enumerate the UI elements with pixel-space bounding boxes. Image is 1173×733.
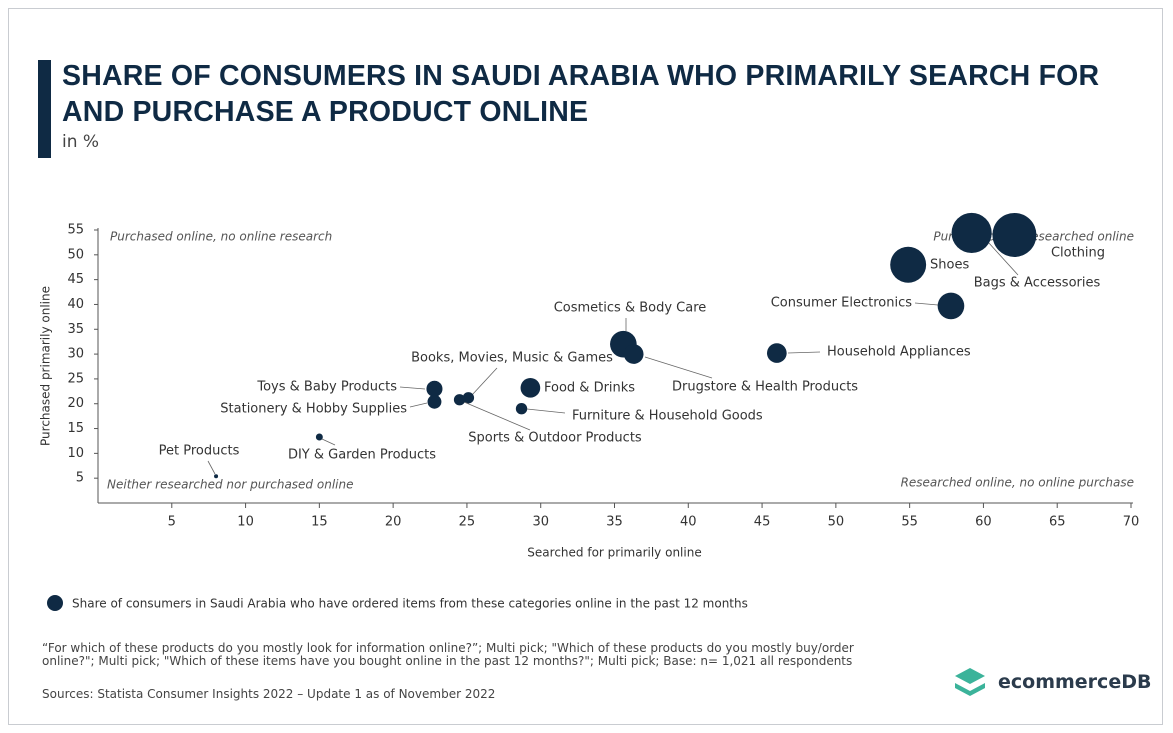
bubble (426, 380, 443, 397)
x-tick-label: 40 (680, 515, 697, 530)
leader-line (321, 438, 336, 446)
y-tick-label: 30 (67, 347, 84, 362)
footnote: “For which of these products do you most… (42, 641, 854, 668)
y-tick-label: 25 (67, 371, 84, 386)
y-tick-label: 20 (67, 396, 84, 411)
bubble (427, 394, 442, 409)
y-axis-label: Purchased primarily online (39, 286, 53, 446)
y-tick-label: 50 (67, 247, 84, 262)
bubble (951, 212, 992, 254)
bubble (766, 343, 787, 363)
x-tick-label: 65 (1049, 515, 1066, 530)
x-tick-label: 25 (459, 515, 476, 530)
y-tick-label: 15 (67, 421, 84, 436)
bubble-label: Shoes (930, 258, 969, 273)
leader-line (787, 351, 821, 354)
x-tick-label: 70 (1123, 515, 1140, 530)
bubble-label: Bags & Accessories (974, 276, 1101, 291)
x-tick-label: 60 (975, 515, 992, 530)
bubble-label: Sports & Outdoor Products (468, 431, 642, 446)
bubble (937, 292, 965, 320)
x-tick-label: 30 (532, 515, 549, 530)
x-tick-label: 10 (237, 515, 254, 530)
leader-line (207, 460, 216, 475)
y-tick-label: 35 (67, 322, 84, 337)
leader-line (471, 367, 498, 396)
leader-line (526, 408, 566, 414)
bubble-label: Furniture & Household Goods (572, 409, 763, 424)
x-tick-label: 5 (168, 515, 176, 530)
leader-line (914, 302, 939, 306)
bubble (890, 246, 927, 283)
y-tick-label: 40 (67, 297, 84, 312)
y-tick-label: 45 (67, 272, 84, 287)
y-tick-label: 5 (76, 471, 84, 486)
x-tick-label: 50 (828, 515, 845, 530)
bubble-label: Pet Products (159, 444, 240, 459)
y-tick-label: 10 (67, 446, 84, 461)
leader-line (644, 356, 713, 379)
quadrant-label: Purchased online, no online research (110, 230, 332, 244)
source: Sources: Statista Consumer Insights 2022… (42, 687, 496, 701)
quadrant-label: Neither researched nor purchased online (107, 478, 353, 492)
bubble-label: Stationery & Hobby Supplies (220, 402, 407, 417)
bubble (992, 212, 1037, 257)
x-tick-label: 35 (606, 515, 623, 530)
quadrant-label: Researched online, no online purchase (901, 476, 1134, 490)
bubble-label: Household Appliances (827, 345, 971, 360)
bubble (462, 392, 475, 404)
logo (955, 668, 985, 696)
bubble-label: Cosmetics & Body Care (554, 301, 707, 316)
bubble-label: Drugstore & Health Products (672, 380, 858, 395)
x-tick-label: 45 (754, 515, 771, 530)
brand: ecommerceDB (998, 671, 1152, 693)
bubble (453, 394, 466, 406)
chart-title: SHARE OF CONSUMERS IN SAUDI ARABIA WHO P… (62, 60, 1100, 128)
x-tick-label: 20 (385, 515, 402, 530)
bubble-label: Toys & Baby Products (256, 380, 397, 395)
legend-marker (47, 595, 63, 611)
subtitle: in % (62, 132, 100, 152)
bubble-label: DIY & Garden Products (288, 448, 436, 463)
bubble (520, 378, 541, 398)
leader-line (463, 401, 531, 431)
bubble (515, 403, 528, 415)
leader-line (399, 386, 426, 390)
bubble (214, 474, 219, 479)
bubble (623, 344, 644, 364)
bubble-label: Clothing (1051, 246, 1105, 261)
bubble-label: Food & Drinks (544, 381, 635, 396)
legend-label: Share of consumers in Saudi Arabia who h… (72, 597, 748, 611)
leader-line (409, 402, 428, 408)
bubble-label: Books, Movies, Music & Games (411, 351, 613, 366)
y-tick-label: 55 (67, 223, 84, 238)
title-bar (38, 60, 51, 158)
x-tick-label: 55 (901, 515, 918, 530)
leader-line (987, 241, 1019, 276)
bubble-label: Consumer Electronics (771, 296, 913, 311)
x-tick-label: 15 (311, 515, 328, 530)
frame (8, 8, 1163, 725)
x-axis-label: Searched for primarily online (527, 546, 701, 560)
bubble (315, 433, 323, 441)
